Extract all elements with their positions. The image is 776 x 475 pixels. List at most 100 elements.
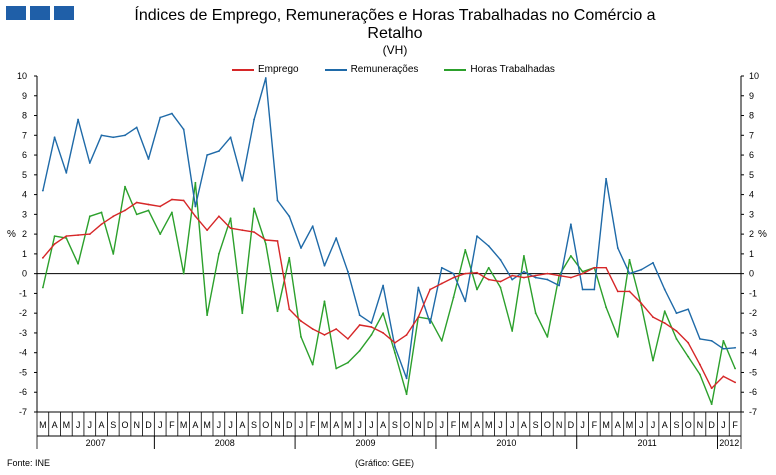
data-point-remuneracoes [616,247,619,249]
legend-item-emprego: Emprego [232,64,299,75]
y-tick-label-left: 10 [17,71,27,81]
month-label: S [533,420,539,430]
data-point-emprego [264,239,267,241]
data-point-remuneracoes [206,154,209,156]
data-point-emprego [159,205,162,208]
year-label: 2008 [215,438,235,448]
month-label: J [158,420,163,430]
month-label: M [180,420,188,430]
data-point-remuneracoes [100,134,103,137]
data-point-remuneracoes [405,377,408,380]
data-point-horas-trabalhadas [616,335,619,338]
data-point-remuneracoes [593,288,596,291]
data-point-horas-trabalhadas [229,217,232,220]
month-label: F [592,420,598,430]
y-tick-label-left: -1 [19,288,27,298]
data-point-remuneracoes [264,77,267,79]
data-point-emprego [628,290,631,293]
y-tick-label-right: 10 [749,71,759,81]
month-label: M [344,420,352,430]
data-point-emprego [558,274,561,277]
data-point-remuneracoes [41,189,44,192]
month-label: F [310,420,316,430]
y-tick-label-left: 4 [22,190,27,200]
month-label: J [651,420,656,430]
month-label: J [580,420,585,430]
data-point-remuneracoes [440,266,443,269]
data-point-remuneracoes [393,345,396,348]
y-tick-label-left: -2 [19,308,27,318]
month-label: D [708,420,715,430]
y-axis-unit-right: % [758,229,767,240]
data-point-horas-trabalhadas [53,235,56,237]
data-point-horas-trabalhadas [276,310,279,313]
data-point-horas-trabalhadas [734,367,737,370]
data-point-remuneracoes [640,268,643,271]
month-label: D [568,420,575,430]
y-tick-label-left: -5 [19,367,27,377]
data-point-remuneracoes [347,270,349,273]
data-point-horas-trabalhadas [710,403,713,405]
y-tick-label-right: -5 [749,367,757,377]
data-point-remuneracoes [241,179,244,182]
month-label: A [333,420,339,430]
month-label: A [521,420,527,430]
month-label: D [145,420,152,430]
data-point-remuneracoes [253,118,255,121]
series-line-horas-trabalhadas [42,181,736,405]
data-point-remuneracoes [464,300,467,303]
data-point-emprego [722,375,725,378]
month-label: M [39,420,47,430]
data-point-horas-trabalhadas [100,211,103,214]
month-label: J [440,420,445,430]
y-tick-label-right: 4 [749,190,754,200]
data-point-emprego [405,334,408,336]
legend-label-horas: Horas Trabalhadas [470,64,555,75]
month-label: F [169,420,175,430]
data-point-remuneracoes [558,284,561,287]
month-label: J [76,420,81,430]
y-tick-label-left: 3 [22,209,27,219]
y-tick-label-right: 6 [749,150,754,160]
data-point-horas-trabalhadas [605,306,607,309]
data-point-remuneracoes [663,288,666,291]
y-tick-label-right: -2 [749,308,757,318]
month-label: D [427,420,434,430]
month-label: N [697,420,704,430]
data-point-emprego [393,341,396,344]
data-point-emprego [511,274,514,277]
data-point-horas-trabalhadas [147,209,150,212]
data-point-remuneracoes [476,235,478,237]
data-point-remuneracoes [734,346,737,349]
y-tick-label-right: 0 [749,269,754,279]
data-point-emprego [311,328,314,330]
data-point-emprego [499,280,502,283]
y-tick-label-right: 5 [749,170,754,180]
data-point-remuneracoes [77,118,79,121]
legend-label-emprego: Emprego [258,64,299,75]
y-tick-label-right: -4 [749,348,757,358]
data-point-horas-trabalhadas [628,258,631,261]
y-tick-label-left: 8 [22,111,27,121]
month-label: S [251,420,257,430]
data-point-horas-trabalhadas [699,373,701,376]
data-point-remuneracoes [534,276,537,279]
month-label: N [133,420,140,430]
data-point-emprego [112,215,115,218]
y-tick-label-left: 5 [22,170,27,180]
data-point-emprego [288,308,291,311]
data-point-remuneracoes [499,258,502,261]
data-point-horas-trabalhadas [300,335,302,338]
data-point-emprego [382,332,385,334]
data-point-horas-trabalhadas [217,252,220,255]
data-point-horas-trabalhadas [663,310,666,313]
data-point-remuneracoes [487,245,490,247]
month-label: S [392,420,398,430]
y-tick-label-left: -4 [19,348,27,358]
month-label: O [544,420,551,430]
data-point-horas-trabalhadas [382,312,385,315]
data-point-emprego [593,266,596,269]
month-label: J [88,420,93,430]
data-point-emprego [699,363,701,366]
